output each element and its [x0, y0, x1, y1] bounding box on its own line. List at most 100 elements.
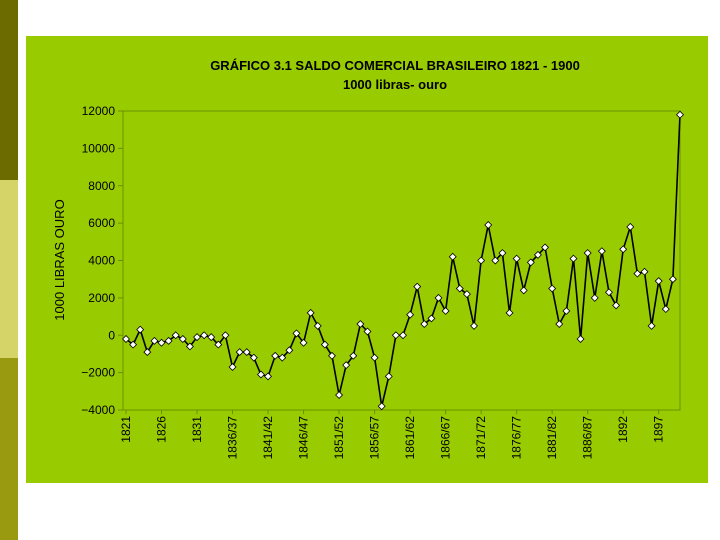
data-point	[583, 249, 592, 257]
data-point	[526, 258, 535, 267]
data-point	[299, 338, 308, 347]
data-point	[363, 327, 372, 336]
data-point	[661, 305, 670, 314]
data-point	[391, 331, 400, 340]
x-tick-label: 1851/52	[332, 416, 346, 460]
side-stripe-middle	[0, 180, 18, 358]
chart-subtitle: 1000 libras- ouro	[342, 77, 448, 92]
data-point	[157, 338, 166, 347]
data-point	[633, 269, 642, 278]
y-tick-label: −4000	[81, 403, 115, 417]
data-point	[370, 353, 379, 362]
data-point	[406, 310, 415, 319]
x-tick-label: 1866/67	[439, 416, 453, 460]
data-point	[498, 249, 507, 257]
data-point	[612, 301, 621, 310]
data-point	[562, 306, 571, 315]
data-point	[171, 331, 180, 340]
data-point	[207, 333, 216, 342]
x-tick-label: 1821	[119, 416, 133, 443]
data-point	[455, 284, 464, 293]
data-point	[178, 335, 187, 343]
y-tick-label: 12000	[82, 104, 116, 118]
data-point	[136, 325, 145, 334]
data-point	[356, 320, 365, 329]
data-point	[150, 336, 159, 345]
data-point	[129, 340, 138, 349]
data-point	[548, 284, 557, 293]
data-point	[448, 252, 457, 261]
data-point	[193, 333, 201, 342]
data-point	[519, 286, 528, 295]
x-tick-label: 1897	[652, 416, 666, 443]
y-tick-label: 2000	[88, 291, 115, 305]
data-point	[271, 351, 280, 360]
data-point	[200, 331, 209, 340]
x-tick-label: 1861/62	[403, 416, 417, 460]
data-point	[328, 351, 336, 360]
y-tick-label: −2000	[81, 366, 115, 380]
side-stripe-bottom	[0, 358, 18, 540]
data-point	[434, 293, 443, 302]
data-point	[420, 320, 429, 329]
data-point	[349, 351, 358, 360]
y-axis-label: 1000 LIBRAS OURO	[52, 199, 67, 320]
x-tick-label: 1881/82	[545, 416, 559, 460]
data-point	[462, 290, 471, 299]
y-tick-label: 4000	[88, 254, 115, 268]
data-point	[676, 110, 684, 119]
plot-area	[122, 110, 681, 411]
data-point	[555, 320, 564, 329]
data-point	[626, 222, 635, 231]
data-point	[285, 346, 294, 355]
y-tick-label: 8000	[88, 179, 115, 193]
data-point	[576, 335, 585, 343]
data-point	[427, 314, 436, 323]
data-point	[505, 308, 514, 317]
data-point	[619, 245, 628, 254]
side-stripe-top	[0, 0, 18, 180]
x-tick-label: 1871/72	[474, 416, 488, 460]
data-point	[342, 361, 351, 370]
data-point	[541, 243, 550, 252]
x-tick-label: 1892	[616, 416, 630, 443]
data-point	[249, 353, 258, 362]
data-point	[313, 321, 322, 330]
data-point	[569, 254, 578, 263]
data-point	[668, 275, 677, 284]
data-point	[228, 363, 237, 371]
data-point	[647, 321, 656, 330]
data-point	[590, 293, 599, 302]
x-tick-label: 1836/37	[226, 416, 240, 460]
data-point	[533, 250, 542, 259]
x-tick-label: 1831	[190, 416, 204, 443]
data-point	[221, 331, 230, 340]
data-point	[605, 288, 613, 297]
data-point	[477, 256, 486, 265]
data-point	[470, 321, 478, 330]
data-point	[484, 221, 493, 229]
x-tick-label: 1846/47	[297, 416, 311, 460]
data-point	[264, 372, 273, 381]
data-point	[654, 277, 663, 286]
x-tick-label: 1841/42	[261, 416, 275, 460]
y-tick-label: 0	[108, 328, 115, 342]
data-point	[242, 348, 251, 357]
data-point	[597, 247, 606, 256]
data-point	[185, 342, 194, 351]
data-point	[399, 331, 407, 340]
x-tick-label: 1826	[155, 416, 169, 443]
data-point	[413, 282, 422, 291]
chart-title: GRÁFICO 3.1 SALDO COMERCIAL BRASILEIRO 1…	[210, 58, 580, 73]
data-point	[143, 348, 152, 357]
data-point	[306, 308, 315, 317]
y-tick-label: 10000	[82, 141, 116, 155]
data-point	[278, 353, 287, 362]
data-point	[640, 267, 649, 276]
data-point	[256, 370, 265, 379]
data-point	[292, 329, 301, 338]
data-point	[122, 335, 130, 343]
data-point	[377, 402, 386, 411]
data-point	[214, 340, 223, 349]
